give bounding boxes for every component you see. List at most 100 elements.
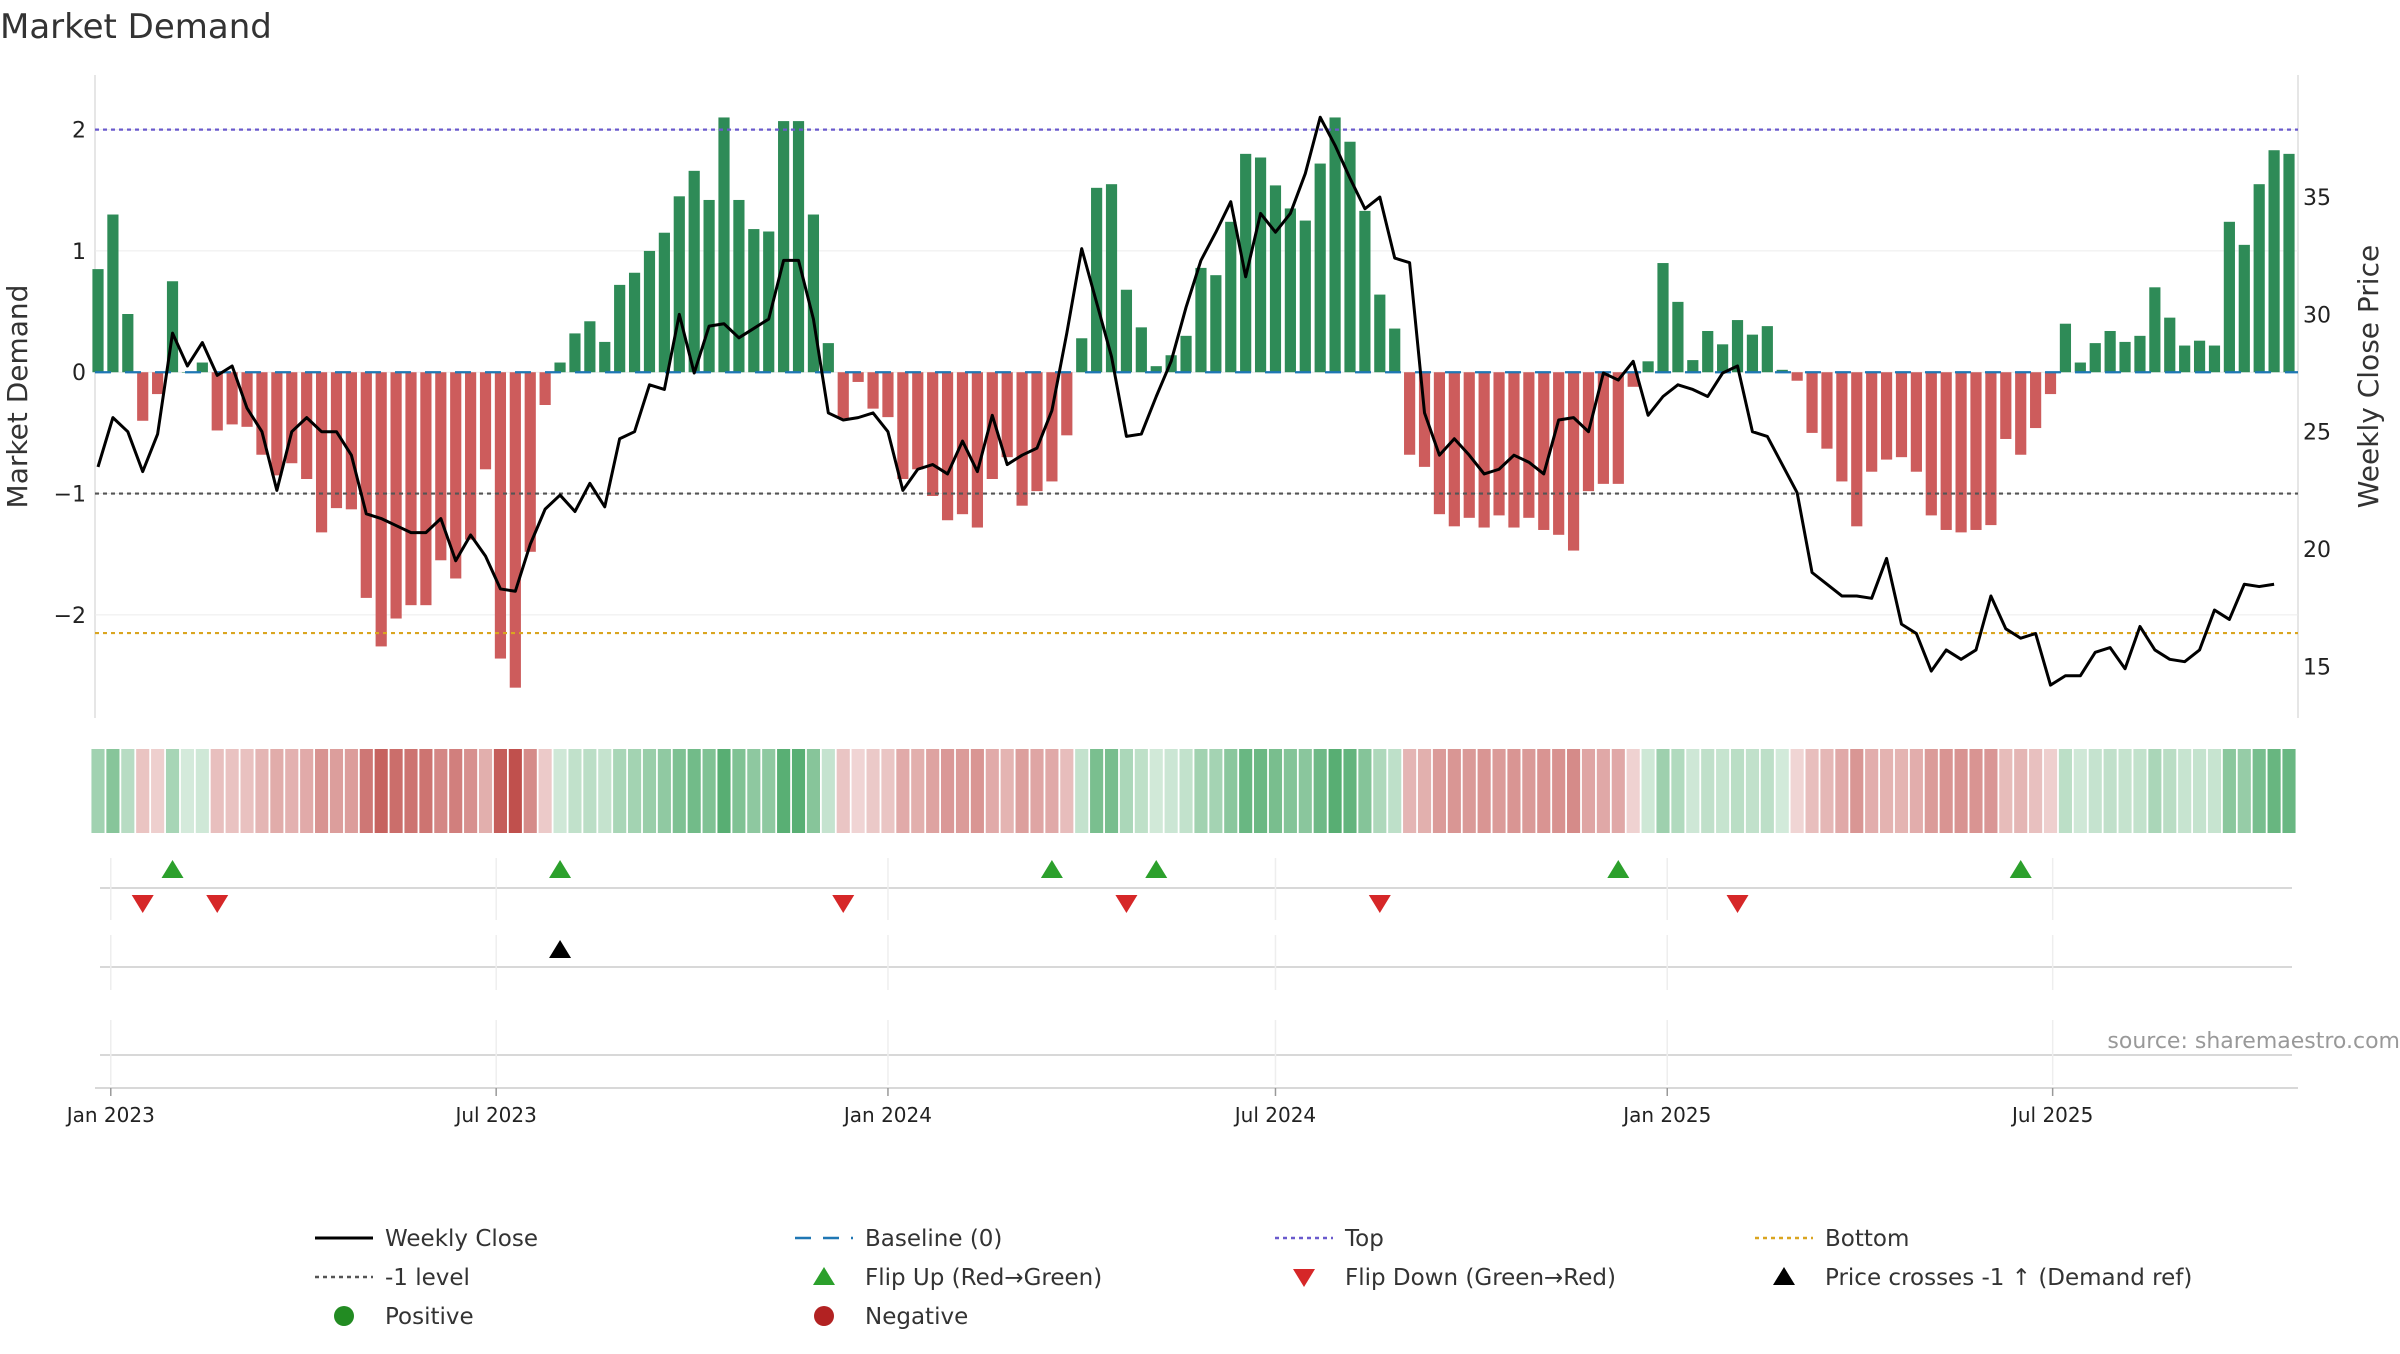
x-tick-label: Jan 2025 xyxy=(1621,1103,1711,1127)
demand-bar xyxy=(1493,372,1505,516)
demand-bar xyxy=(2134,335,2146,373)
heat-strip xyxy=(91,749,2296,833)
flip-down-marker xyxy=(1115,895,1138,913)
demand-bar xyxy=(718,117,730,373)
heat-cell xyxy=(2133,749,2147,833)
heat-cell xyxy=(1254,749,1268,833)
legend: Weekly Close Baseline (0) Top Bottom -1 leve… xyxy=(315,1226,2192,1330)
heat-cell xyxy=(329,749,344,833)
demand-bar xyxy=(1597,372,1609,484)
heat-cell xyxy=(1090,749,1104,833)
heat-cell xyxy=(151,749,165,833)
legend-label: Negative xyxy=(865,1304,968,1330)
legend-label: Flip Down (Green→Red) xyxy=(1345,1265,1616,1291)
demand-bar xyxy=(837,372,849,419)
demand-bar xyxy=(2193,340,2206,373)
demand-bar xyxy=(539,372,551,405)
x-tick-label: Jul 2024 xyxy=(1233,1103,1316,1127)
y-tick-label: 0 xyxy=(72,361,86,386)
demand-bar xyxy=(748,229,760,373)
heat-cell xyxy=(1000,749,1014,833)
flip-down-marker xyxy=(832,895,855,913)
y-tick-label: −1 xyxy=(54,483,86,508)
demand-bar xyxy=(360,372,372,598)
main-panel: 2 1 0 −1 −2 35 30 25 20 15 Market Demand Weekly Clo… xyxy=(1,75,2385,718)
legend-item: Baseline (0) xyxy=(795,1226,1002,1252)
heat-cell xyxy=(2103,749,2117,833)
demand-bar xyxy=(1120,289,1133,373)
heat-cell xyxy=(941,749,955,833)
demand-bar xyxy=(1910,372,1922,472)
demand-bar xyxy=(792,121,805,373)
y-tick-label: 2 xyxy=(72,119,86,144)
demand-bar xyxy=(927,372,939,496)
heat-cell xyxy=(717,749,731,833)
heat-cell xyxy=(2043,749,2058,833)
heat-cell xyxy=(1030,749,1044,833)
heat-cell xyxy=(851,749,865,833)
heat-cell xyxy=(1865,749,1879,833)
legend-item: Bottom xyxy=(1755,1226,1909,1252)
demand-bar xyxy=(1612,372,1624,484)
heat-cell xyxy=(702,749,716,833)
demand-bar xyxy=(986,372,998,479)
heat-cell xyxy=(1567,749,1581,833)
heat-cell xyxy=(1939,749,1953,833)
flip-up-marker xyxy=(1607,860,1630,878)
heat-cell xyxy=(508,749,522,833)
heat-cell xyxy=(806,749,820,833)
heat-cell xyxy=(1298,749,1312,833)
heat-cell xyxy=(2058,749,2072,833)
flip-up-marker xyxy=(2009,860,2032,878)
demand-bar xyxy=(2104,330,2116,373)
heat-cell xyxy=(2207,749,2222,833)
heat-cell xyxy=(955,749,970,833)
demand-bar xyxy=(643,250,656,373)
legend-swatch xyxy=(813,1267,835,1285)
heat-cell xyxy=(642,749,657,833)
demand-bar xyxy=(390,372,402,619)
demand-bar xyxy=(2015,372,2027,455)
heat-cell xyxy=(255,749,269,833)
legend-item: Flip Up (Red→Green) xyxy=(813,1265,1102,1291)
demand-bar xyxy=(941,372,954,521)
empty-panel xyxy=(100,1020,2292,1085)
demand-bar xyxy=(2149,287,2161,373)
demand-bar xyxy=(1389,328,1401,373)
demand-bar xyxy=(822,343,834,373)
heat-cell xyxy=(523,749,537,833)
heat-cell xyxy=(1149,749,1163,833)
y2-axis-label: Weekly Close Price xyxy=(2352,245,2385,508)
demand-bar xyxy=(1821,372,1833,449)
heat-cell xyxy=(1656,749,1670,833)
demand-bar xyxy=(1046,372,1058,482)
heat-cell xyxy=(1552,749,1566,833)
demand-bar xyxy=(1717,344,1729,373)
y2-tick-label: 30 xyxy=(2303,303,2331,328)
heat-cell xyxy=(1164,749,1178,833)
demand-bar xyxy=(1657,263,1669,373)
demand-bar xyxy=(1001,372,1013,458)
flip-up-marker xyxy=(1040,860,1063,878)
heat-cell xyxy=(344,749,358,833)
heat-cell xyxy=(1835,749,1849,833)
heat-cell xyxy=(478,749,493,833)
heat-cell xyxy=(1775,749,1789,833)
demand-bar xyxy=(420,372,432,606)
weekly-close-line xyxy=(96,115,2275,687)
heat-cell xyxy=(1671,749,1685,833)
heat-cell xyxy=(493,749,507,833)
legend-item: Weekly Close xyxy=(315,1226,538,1252)
demand-bar xyxy=(599,341,611,373)
heat-cell xyxy=(165,749,180,833)
demand-bar xyxy=(1806,372,1818,433)
heat-cell xyxy=(136,749,150,833)
heat-cell xyxy=(1492,749,1506,833)
demand-bar xyxy=(852,372,864,382)
demand-bar xyxy=(1105,184,1118,373)
demand-bar xyxy=(763,231,775,373)
demand-bar xyxy=(1672,301,1684,373)
cross-marker xyxy=(549,940,572,958)
heat-cell xyxy=(2029,749,2043,833)
heat-cell xyxy=(1373,749,1387,833)
